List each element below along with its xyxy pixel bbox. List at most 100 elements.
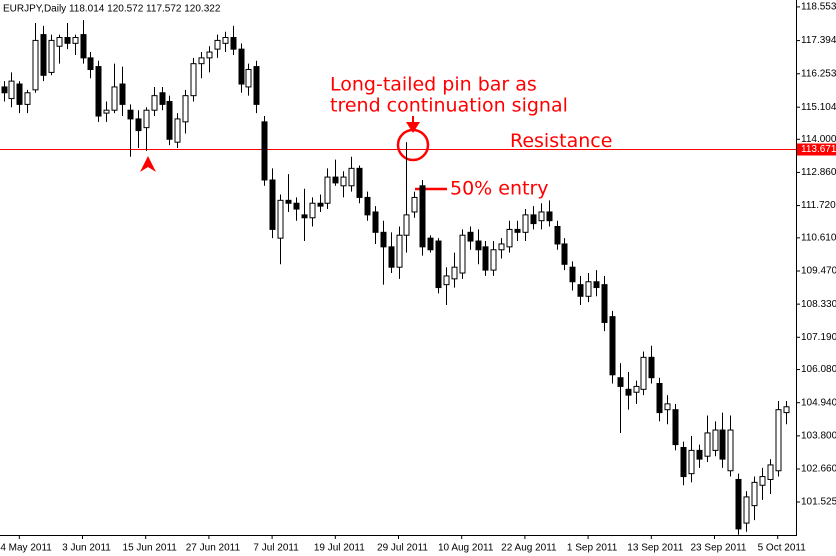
candle-body (411, 196, 418, 213)
candle-body (269, 179, 276, 230)
annotation: Long-tailed pin bar as (330, 74, 537, 96)
candle-body (490, 249, 497, 271)
candle-body (356, 167, 363, 198)
candle-body (388, 246, 395, 268)
candle-body (775, 409, 782, 472)
candle-body (380, 231, 387, 248)
candle-body (56, 37, 63, 47)
y-tick-label: 114.000 (801, 134, 836, 145)
candle-body (403, 214, 410, 236)
y-tick-label: 117.394 (801, 35, 836, 46)
candle-body (301, 214, 308, 219)
annotation: 50% entry (450, 178, 549, 200)
arrow-head (406, 122, 420, 133)
x-tick-label: 24 May 2011 (0, 543, 52, 554)
candle-body (293, 202, 300, 210)
candle-body (459, 234, 466, 274)
candle-body (451, 266, 458, 280)
candle-body (443, 275, 450, 286)
y-tick-label: 115.104 (801, 102, 836, 113)
candle-body (577, 284, 584, 297)
candle-body (309, 202, 316, 219)
candle-body (103, 109, 110, 114)
candle-body (704, 432, 711, 457)
candle-body (48, 39, 55, 73)
candle-body (498, 243, 505, 251)
candle-body (261, 121, 268, 181)
x-tick-label: 1 Sep 2011 (567, 543, 618, 554)
y-tick-label: 101.525 (801, 497, 836, 508)
x-tick-label: 29 Jul 2011 (377, 543, 428, 554)
x-tick-label: 23 Sep 2011 (691, 543, 747, 554)
y-tick-label: 108.330 (801, 299, 836, 310)
candle-body (767, 464, 774, 480)
candle-body (569, 266, 576, 283)
candle-body (40, 34, 47, 76)
candle-body (759, 476, 766, 486)
candle-body (159, 92, 166, 105)
candle-body (617, 377, 624, 387)
candle-body (182, 95, 189, 123)
candle-body (253, 66, 260, 105)
candle-body (680, 446, 687, 478)
y-tick-label: 112.860 (801, 167, 836, 178)
resistance-value: 113.671 (801, 144, 836, 155)
candle-body (609, 316, 616, 376)
candle-body (640, 356, 647, 390)
candle-body (324, 176, 331, 204)
candle-body (530, 214, 537, 225)
y-tick-label: 107.190 (801, 332, 836, 343)
candle-body (396, 234, 403, 268)
candle-body (712, 429, 719, 451)
candle-body (198, 57, 205, 65)
x-tick-label: 5 Oct 2011 (758, 543, 807, 554)
candle-body (656, 383, 663, 414)
candle-body (514, 228, 521, 233)
candle-body (633, 385, 640, 393)
candle-body (727, 429, 734, 472)
chart-title: EURJPY,Daily 118.014 120.572 117.572 120… (3, 4, 221, 15)
candle-body (87, 57, 94, 70)
annotation: trend continuation signal (330, 95, 568, 117)
candle-body (111, 86, 118, 111)
resistance-tag (797, 143, 836, 156)
candle-body (238, 48, 245, 85)
candle-body (743, 496, 750, 524)
candle-body (64, 37, 71, 44)
x-tick-label: 19 Jul 2011 (314, 543, 365, 554)
candle-body (672, 409, 679, 446)
candle-body (467, 231, 474, 242)
candle-body (230, 37, 237, 50)
candle-body (372, 211, 379, 233)
candle-body (190, 63, 197, 97)
candle-body (166, 100, 173, 140)
candle-body (119, 83, 126, 105)
y-tick-label: 111.720 (801, 200, 836, 211)
candle-body (625, 388, 632, 396)
candle-body (601, 284, 608, 323)
candle-body (538, 211, 545, 222)
candle-body (32, 39, 39, 91)
candle-body (24, 92, 31, 105)
candle-body (554, 226, 561, 245)
candle-body (127, 109, 134, 120)
candle-body (648, 356, 655, 379)
candle-body (143, 109, 150, 129)
candle-body (364, 196, 371, 216)
candle-body (245, 68, 252, 88)
y-tick-label: 118.553 (801, 2, 836, 13)
y-tick-label: 102.660 (801, 464, 836, 475)
candle-body (751, 481, 758, 507)
y-tick-label: 104.940 (801, 397, 836, 408)
candle-body (135, 118, 142, 132)
candle-body (80, 34, 87, 59)
y-tick-label: 110.610 (801, 232, 836, 243)
candle-body (783, 406, 790, 414)
candle-body (719, 429, 726, 460)
candle-body (475, 240, 482, 251)
candle-body (222, 37, 229, 44)
support-arrow (140, 156, 156, 172)
candle-body (546, 211, 553, 222)
